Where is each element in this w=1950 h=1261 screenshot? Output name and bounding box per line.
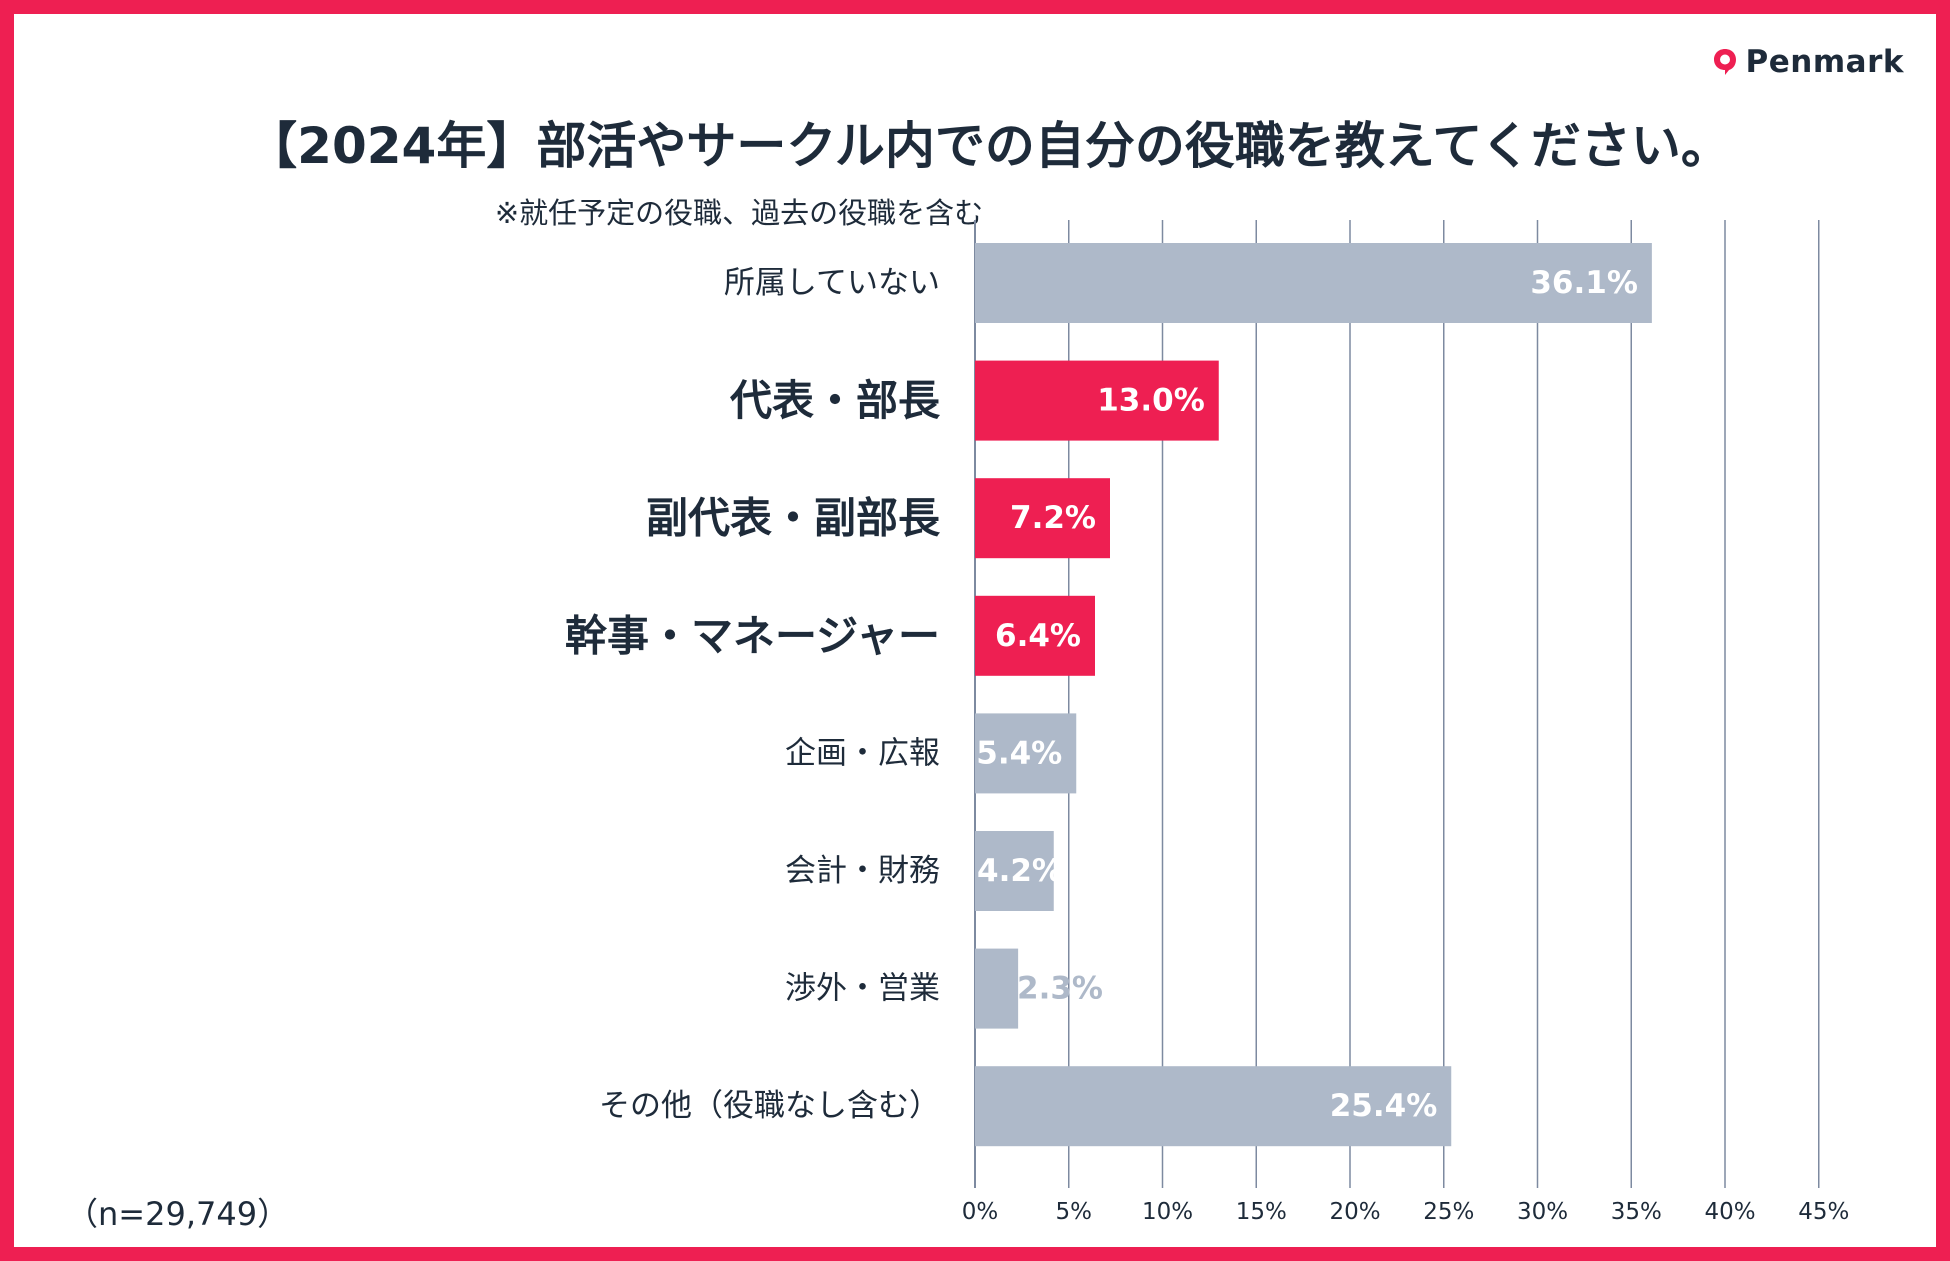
- brand-logo: Penmark: [1712, 44, 1904, 80]
- value-label-3: 6.4%: [995, 618, 1081, 654]
- x-tick-label-35: 35%: [1611, 1199, 1662, 1225]
- bar-6: [975, 948, 1019, 1029]
- value-label-5: 4.2%: [977, 853, 1063, 889]
- x-tick-label-40: 40%: [1704, 1199, 1755, 1225]
- bar-0: [975, 243, 1652, 323]
- bar-2: [975, 478, 1110, 559]
- x-tick-label-30: 30%: [1517, 1199, 1568, 1225]
- x-tick-label-20: 20%: [1329, 1199, 1380, 1225]
- category-label-3: 幹事・マネージャー: [565, 611, 940, 660]
- sample-size: （n=29,749）: [66, 1195, 290, 1233]
- x-tick-label-10: 10%: [1142, 1199, 1193, 1225]
- category-label-0: 所属していない: [724, 265, 940, 301]
- penmark-logo-icon: [1713, 49, 1736, 75]
- chart-subtitle: ※就任予定の役職、過去の役職を含む: [494, 196, 984, 230]
- brand-name: Penmark: [1745, 44, 1904, 80]
- bar-1: [975, 360, 1219, 441]
- bar-4: [975, 713, 1077, 794]
- value-label-1: 13.0%: [1097, 383, 1205, 419]
- value-label-6: 2.3%: [1017, 971, 1103, 1007]
- bar-5: [975, 831, 1054, 911]
- chart-title: 【2024年】部活やサークル内での自分の役職を教えてください。: [247, 117, 1731, 175]
- bar-7: [975, 1066, 1452, 1147]
- value-label-7: 25.4%: [1330, 1088, 1438, 1124]
- x-tick-label-45: 45%: [1798, 1199, 1849, 1225]
- x-tick-label-25: 25%: [1423, 1199, 1474, 1225]
- x-tick-label-5: 5%: [1056, 1199, 1093, 1225]
- value-label-0: 36.1%: [1530, 265, 1638, 301]
- value-label-4: 5.4%: [976, 735, 1062, 771]
- category-label-7: その他（役職なし含む）: [599, 1088, 940, 1124]
- category-label-4: 企画・広報: [785, 735, 940, 771]
- category-label-5: 会計・財務: [785, 853, 940, 889]
- x-tick-label-0: 0%: [962, 1199, 999, 1225]
- x-tick-label-15: 15%: [1236, 1199, 1287, 1225]
- category-label-6: 渉外・営業: [785, 971, 940, 1007]
- category-label-2: 副代表・副部長: [646, 494, 941, 543]
- value-label-2: 7.2%: [1010, 500, 1096, 536]
- category-label-1: 代表・部長: [729, 376, 941, 425]
- bar-3: [975, 595, 1095, 676]
